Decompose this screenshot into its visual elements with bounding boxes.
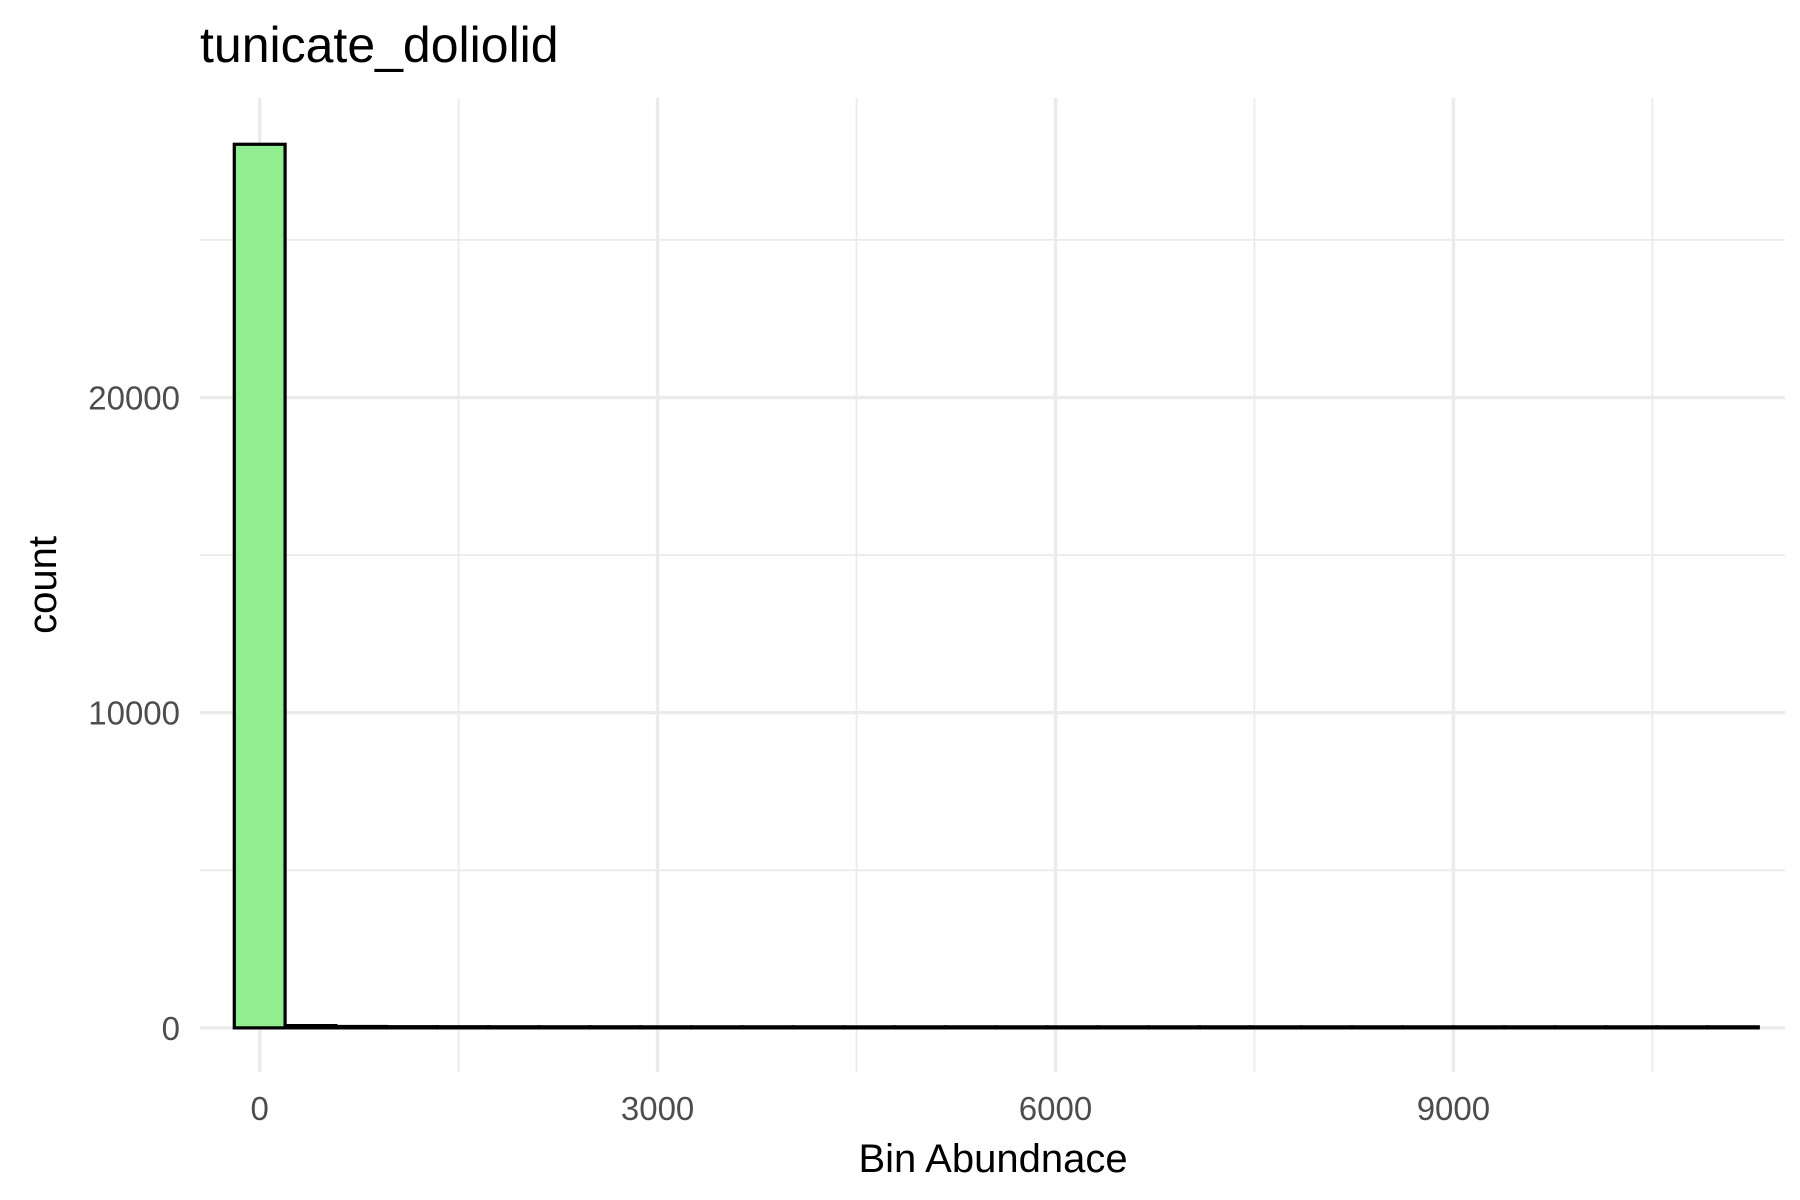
histogram-bar [791, 1025, 846, 1030]
y-tick-label: 20000 [88, 379, 180, 416]
histogram-bar [994, 1025, 1049, 1030]
histogram-bar [1502, 1025, 1557, 1030]
x-tick-label: 6000 [1019, 1090, 1092, 1127]
histogram-bar [232, 142, 287, 1030]
histogram-bar [1451, 1025, 1506, 1030]
histogram-bar [639, 1025, 694, 1030]
x-axis-title: Bin Abundnace [858, 1137, 1127, 1181]
bars [232, 142, 1760, 1030]
x-tick-label: 3000 [621, 1090, 694, 1127]
histogram-bar [1045, 1025, 1100, 1030]
histogram-bar [385, 1025, 440, 1030]
histogram-bar [334, 1024, 389, 1030]
histogram-bar [1553, 1025, 1608, 1030]
histogram-bar [842, 1025, 897, 1030]
histogram-bar [1248, 1025, 1303, 1030]
y-tick-label: 10000 [88, 695, 180, 732]
histogram-bar [1705, 1025, 1760, 1030]
x-tick-label: 0 [251, 1090, 269, 1127]
histogram-bar [1604, 1025, 1659, 1030]
histogram-bar [486, 1025, 541, 1030]
grid [200, 98, 1785, 1072]
x-tick-label: 9000 [1417, 1090, 1490, 1127]
histogram-bar [1096, 1025, 1151, 1030]
histogram-bar [1299, 1025, 1354, 1030]
y-axis-title: count [21, 536, 65, 634]
histogram-bar [588, 1025, 643, 1030]
y-axis-ticks: 0 10000 20000 [88, 379, 180, 1046]
histogram-bar [1401, 1025, 1456, 1030]
histogram-bar [435, 1025, 490, 1030]
histogram-bar [283, 1024, 338, 1030]
histogram-bar [943, 1025, 998, 1030]
histogram-bar [1350, 1025, 1405, 1030]
y-tick-label: 0 [162, 1010, 180, 1047]
histogram-bar [1655, 1025, 1710, 1030]
x-axis-ticks: 0 3000 6000 9000 [251, 1090, 1491, 1127]
chart-title: tunicate_doliolid [200, 17, 559, 73]
histogram-bar [1147, 1025, 1202, 1030]
histogram-bar [740, 1025, 795, 1030]
histogram-bar [537, 1025, 592, 1030]
histogram-bar [893, 1025, 948, 1030]
histogram-bar [689, 1025, 744, 1030]
histogram-bar [1197, 1025, 1252, 1030]
